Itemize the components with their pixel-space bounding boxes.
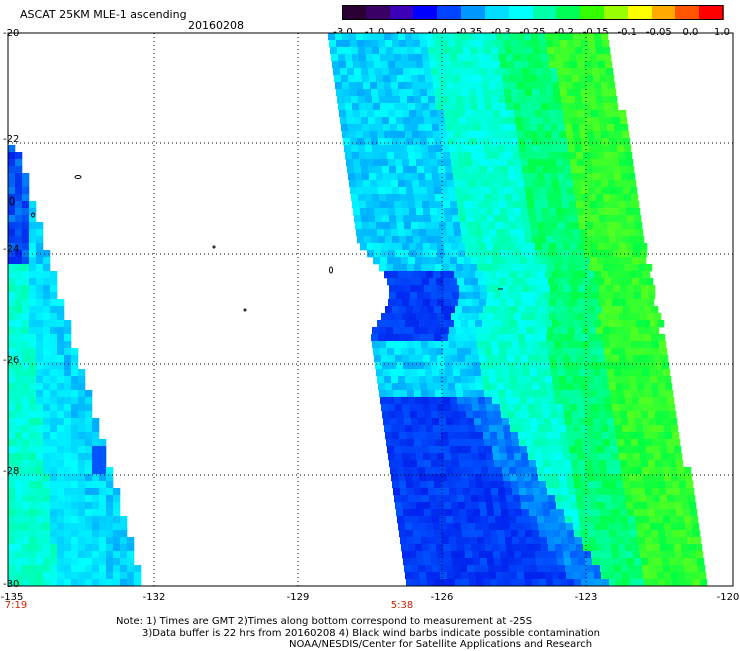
colorbar-segment <box>365 5 391 20</box>
island-markers <box>9 175 503 312</box>
island-marker <box>74 175 82 179</box>
note-line-2: 3)Data buffer is 22 hrs from 20160208 4)… <box>142 628 600 639</box>
island-marker <box>9 196 15 206</box>
lon-label: -129 <box>286 592 310 603</box>
map-title: ASCAT 25KM MLE-1 ascending <box>20 8 187 21</box>
colorbar-segment <box>413 5 438 20</box>
lat-label: -30 <box>3 579 20 590</box>
pass-time-left: 7:19 <box>4 600 28 611</box>
island-marker <box>31 212 35 218</box>
island-marker <box>212 245 216 249</box>
colorbar-segment <box>461 5 486 20</box>
lat-label: -28 <box>3 466 20 477</box>
lon-label: -135 <box>0 592 24 603</box>
graticule-grid <box>8 33 733 586</box>
colorbar-segment <box>699 5 724 20</box>
colorbar-segment <box>389 5 414 20</box>
wind-swath-layer <box>8 33 708 587</box>
colorbar-segment <box>342 5 367 20</box>
colorbar-frame <box>342 5 723 20</box>
lon-label: -132 <box>142 592 166 603</box>
map-date: 20160208 <box>188 19 244 32</box>
note-line-3: NOAA/NESDIS/Center for Satellite Applica… <box>289 639 593 650</box>
colorbar-segment <box>484 5 510 20</box>
lat-label: -20 <box>3 28 20 39</box>
colorbar-segment <box>532 5 557 20</box>
lat-label: -24 <box>3 244 20 255</box>
lon-label: -123 <box>574 592 598 603</box>
colorbar-segment <box>627 5 653 20</box>
colorbar-segment <box>437 5 462 20</box>
colorbar-segment <box>651 5 676 20</box>
island-marker <box>329 266 333 274</box>
lon-label: -126 <box>430 592 454 603</box>
colorbar-segment <box>675 5 700 20</box>
colorbar-segment <box>556 5 581 20</box>
lat-label: -22 <box>3 134 20 145</box>
lon-label: -120 <box>716 592 740 603</box>
colorbar-segment <box>580 5 605 20</box>
island-marker <box>243 308 247 312</box>
note-line-1: Note: 1) Times are GMT 2)Times along bot… <box>116 616 533 627</box>
colorbar-segment <box>603 5 629 20</box>
lat-label: -26 <box>3 355 20 366</box>
colorbar-segment <box>508 5 533 20</box>
map-frame <box>7 32 734 587</box>
pass-time-right: 5:38 <box>390 600 414 611</box>
